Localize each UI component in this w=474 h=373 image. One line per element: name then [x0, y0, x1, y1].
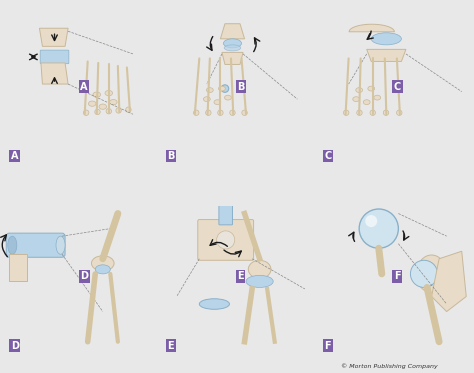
Circle shape: [126, 107, 131, 112]
Circle shape: [357, 110, 362, 115]
Circle shape: [365, 215, 377, 227]
Circle shape: [116, 108, 121, 113]
Text: E: E: [237, 272, 244, 281]
Text: B: B: [168, 151, 175, 161]
Polygon shape: [41, 63, 68, 84]
Ellipse shape: [368, 86, 374, 91]
Ellipse shape: [93, 92, 100, 97]
Ellipse shape: [219, 86, 225, 91]
Text: A: A: [80, 82, 88, 92]
Ellipse shape: [199, 299, 229, 309]
Polygon shape: [39, 28, 68, 46]
Ellipse shape: [248, 260, 271, 278]
Ellipse shape: [353, 97, 360, 101]
Ellipse shape: [203, 97, 210, 101]
Circle shape: [370, 110, 375, 115]
Ellipse shape: [415, 263, 433, 285]
Text: F: F: [325, 341, 331, 351]
Ellipse shape: [207, 88, 213, 93]
Polygon shape: [9, 254, 27, 281]
Ellipse shape: [8, 236, 17, 254]
Circle shape: [193, 110, 199, 115]
Text: D: D: [11, 341, 19, 351]
Ellipse shape: [224, 45, 241, 51]
Ellipse shape: [99, 104, 107, 109]
Circle shape: [221, 85, 229, 93]
Ellipse shape: [225, 95, 231, 100]
Circle shape: [106, 109, 111, 114]
Circle shape: [410, 260, 438, 288]
Polygon shape: [222, 52, 243, 65]
Text: B: B: [237, 82, 245, 92]
Text: C: C: [394, 82, 401, 92]
Polygon shape: [220, 24, 245, 39]
Ellipse shape: [246, 275, 273, 288]
Circle shape: [95, 109, 100, 115]
Circle shape: [344, 110, 349, 115]
Ellipse shape: [109, 100, 117, 105]
Ellipse shape: [363, 100, 370, 104]
FancyBboxPatch shape: [219, 201, 232, 225]
Text: D: D: [80, 272, 88, 281]
FancyBboxPatch shape: [198, 220, 254, 260]
Ellipse shape: [223, 39, 242, 48]
Ellipse shape: [374, 95, 381, 100]
Circle shape: [383, 110, 389, 115]
Ellipse shape: [356, 88, 363, 93]
Ellipse shape: [417, 255, 447, 293]
Ellipse shape: [219, 200, 232, 204]
Ellipse shape: [95, 265, 110, 274]
Circle shape: [397, 110, 402, 115]
Circle shape: [359, 209, 398, 248]
Ellipse shape: [105, 91, 113, 96]
Polygon shape: [367, 49, 406, 62]
Circle shape: [242, 110, 247, 115]
Circle shape: [218, 110, 223, 115]
Ellipse shape: [371, 33, 401, 45]
Ellipse shape: [217, 231, 235, 249]
Text: A: A: [11, 151, 18, 161]
Circle shape: [230, 110, 235, 115]
Ellipse shape: [56, 236, 65, 254]
Circle shape: [206, 110, 211, 115]
Text: © Morton Publishing Company: © Morton Publishing Company: [341, 364, 438, 369]
FancyBboxPatch shape: [40, 50, 69, 64]
Ellipse shape: [89, 101, 96, 106]
Polygon shape: [431, 251, 466, 311]
FancyBboxPatch shape: [6, 233, 65, 257]
Text: C: C: [325, 151, 332, 161]
Text: F: F: [394, 272, 401, 281]
Ellipse shape: [91, 256, 114, 271]
Circle shape: [83, 110, 89, 115]
Text: E: E: [168, 341, 174, 351]
Ellipse shape: [214, 100, 221, 104]
